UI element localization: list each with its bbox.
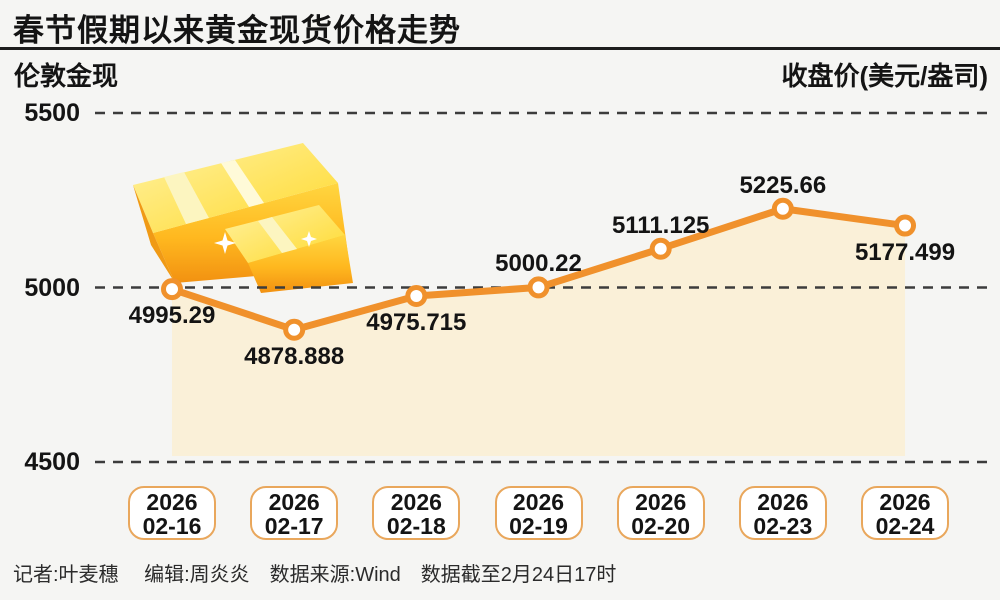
y-axis-tick-label: 4500 [24, 448, 80, 476]
data-point-marker [894, 214, 917, 237]
series-name-label: 伦敦金现 [14, 61, 119, 91]
date-month-day: 02-24 [875, 513, 935, 539]
date-year: 2026 [512, 489, 565, 515]
date-year: 2026 [757, 489, 809, 515]
page-title: 春节假期以来黄金现货价格走势 [13, 13, 461, 48]
title-divider [0, 47, 1000, 50]
date-month-day: 02-19 [509, 513, 568, 539]
date-year: 2026 [268, 489, 320, 515]
date-month-day: 02-17 [264, 513, 324, 539]
y-axis-tick-label: 5500 [24, 99, 80, 127]
x-axis-date-pill: 2026 02-17 [250, 486, 339, 540]
sparkle-icon [214, 231, 317, 254]
x-axis-date-pill: 2026 02-19 [494, 486, 583, 540]
data-point-value-label: 5177.499 [854, 238, 956, 266]
y-axis-tick-label: 5000 [24, 273, 80, 302]
data-point-value-label: 4878.888 [244, 342, 345, 370]
data-point-value-label: 4995.29 [128, 302, 216, 330]
data-point-marker [771, 197, 794, 220]
x-axis-date-pill: 2026 02-20 [616, 486, 705, 540]
gold-bars-illustration [133, 143, 353, 293]
data-point-marker [283, 318, 306, 341]
date-month-day: 02-18 [386, 513, 446, 539]
area-fill [172, 208, 906, 456]
date-year: 2026 [879, 489, 931, 515]
data-point-marker [527, 276, 550, 299]
data-point-value-label: 4975.715 [366, 308, 467, 336]
date-month-day: 02-20 [631, 513, 691, 539]
data-point-value-label: 5000.22 [495, 250, 582, 278]
x-axis-date-pill: 2026 02-16 [128, 486, 216, 540]
date-month-day: 02-23 [753, 513, 813, 539]
data-point-marker [649, 237, 672, 260]
small-gold-bar [225, 205, 353, 293]
data-point-value-label: 5111.125 [611, 211, 710, 239]
date-year: 2026 [390, 489, 442, 515]
x-axis-date-pill: 2026 02-24 [861, 486, 950, 540]
x-axis-date-pill: 2026 02-23 [738, 486, 827, 540]
date-year: 2026 [635, 489, 687, 515]
data-point-marker [161, 278, 183, 301]
data-point-value-label: 5225.66 [739, 171, 827, 199]
data-point-marker [405, 284, 428, 307]
footer-credits: 记者:叶麦穗 编辑:周炎炎 数据来源:Wind 数据截至2月24日17时 [13, 564, 617, 586]
date-year: 2026 [146, 489, 198, 515]
x-axis-date-pill: 2026 02-18 [372, 486, 461, 540]
date-month-day: 02-16 [142, 513, 202, 539]
y-axis-unit-label: 收盘价(美元/盎司) [781, 61, 988, 91]
